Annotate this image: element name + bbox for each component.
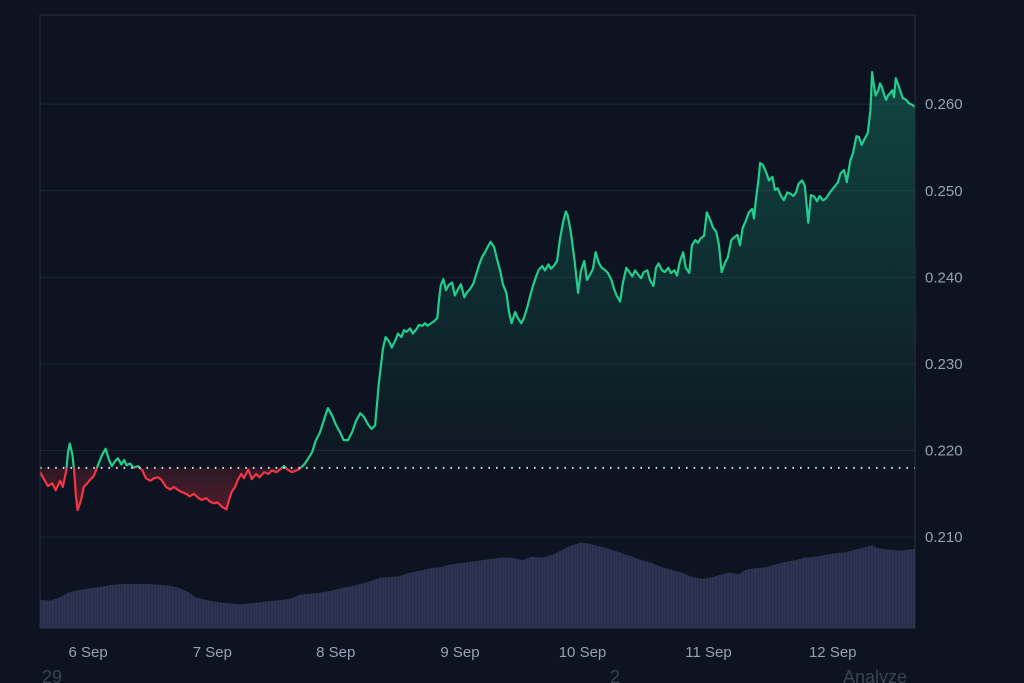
y-axis-label: 0.230 — [925, 356, 963, 373]
plot-border — [39, 14, 916, 629]
x-axis-label: 7 Sep — [193, 644, 232, 661]
y-axis-label: 0.220 — [925, 443, 963, 460]
y-axis-label: 0.250 — [925, 183, 963, 200]
y-axis-label: 0.210 — [925, 529, 963, 546]
x-axis-label: 11 Sep — [685, 644, 731, 661]
y-axis-label: 0.260 — [925, 96, 963, 113]
clipped-text-middle: 2 — [610, 667, 621, 683]
x-axis-label: 9 Sep — [440, 644, 479, 661]
x-axis-label: 8 Sep — [316, 644, 355, 661]
price-line-up — [65, 71, 915, 468]
x-axis-label: 6 Sep — [69, 644, 108, 661]
price-line-down — [40, 467, 303, 512]
clipped-text-left: 29 — [42, 667, 63, 683]
x-axis-label: 10 Sep — [559, 644, 607, 661]
analyze-button-label[interactable]: Analyze — [843, 667, 908, 683]
x-axis-label: 12 Sep — [809, 644, 857, 661]
volume-area — [40, 542, 915, 628]
y-axis-label: 0.240 — [925, 269, 963, 286]
price-area-above-baseline — [40, 72, 915, 468]
